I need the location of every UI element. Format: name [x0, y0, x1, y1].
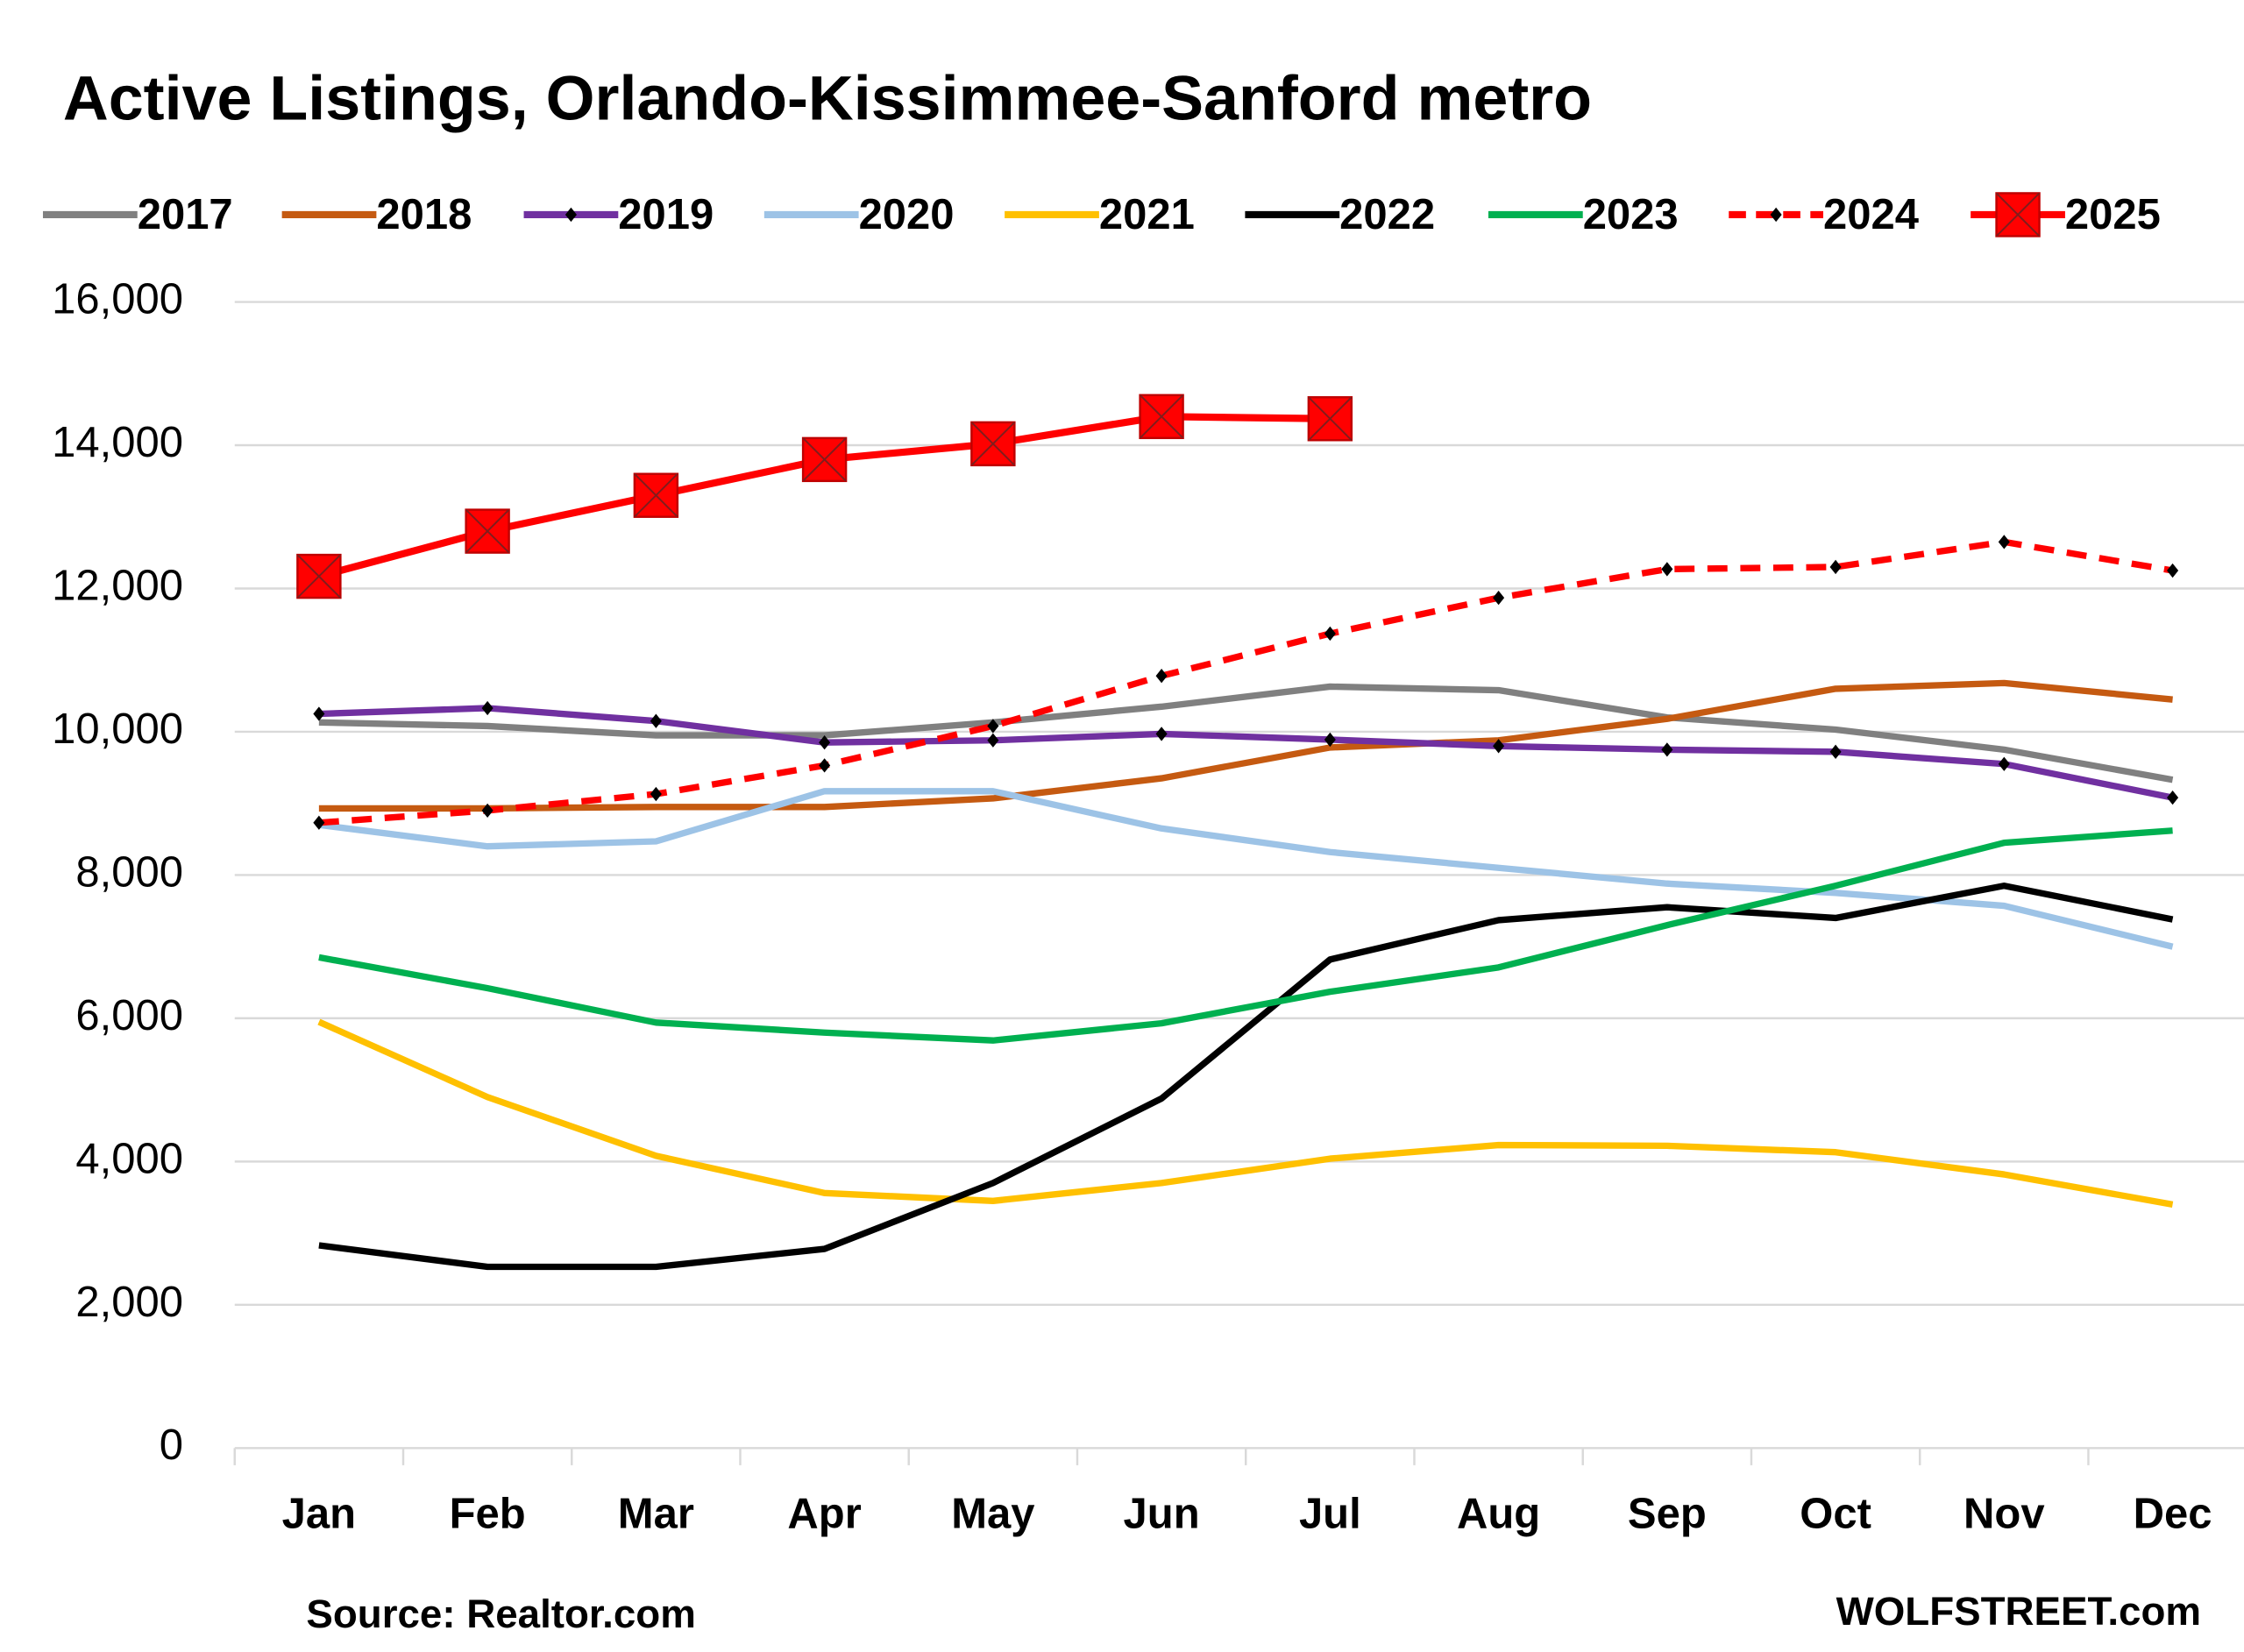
- legend-item: 2021: [1005, 191, 1195, 238]
- y-tick-label: 10,000: [52, 705, 183, 753]
- marker: [1155, 669, 1168, 684]
- legend-item: 2022: [1245, 191, 1435, 238]
- series: [317, 1018, 2174, 1209]
- x-tick-label: Apr: [787, 1491, 861, 1538]
- marker: [1829, 559, 1842, 575]
- series: [318, 679, 2173, 812]
- marker: [1998, 756, 2010, 771]
- y-tick-label: 2,000: [75, 1279, 183, 1326]
- legend-label: 2025: [2065, 191, 2161, 238]
- x-tick-label: Oct: [1800, 1491, 1871, 1538]
- legend-item: 2023: [1488, 191, 1679, 238]
- y-tick-label: 6,000: [75, 992, 183, 1039]
- legend-label: 2017: [138, 191, 233, 238]
- y-tick-label: 12,000: [52, 562, 183, 609]
- series: [318, 827, 2173, 1044]
- x-tick-label: Mar: [618, 1491, 694, 1538]
- legend-item: 2017: [42, 191, 233, 238]
- marker-x: [296, 554, 342, 599]
- marker: [481, 803, 494, 819]
- line: [318, 788, 2174, 950]
- y-tick-label: 0: [160, 1422, 183, 1469]
- marker-x: [802, 437, 847, 482]
- marker-x: [1139, 394, 1184, 439]
- legend-label: 2022: [1339, 191, 1435, 238]
- legend-item: 2019: [523, 191, 714, 238]
- line: [318, 679, 2173, 812]
- x-tick-label: Aug: [1457, 1491, 1540, 1538]
- marker: [1661, 562, 1673, 577]
- x-tick-label: Feb: [450, 1491, 526, 1538]
- marker: [1998, 535, 2010, 549]
- marker: [2167, 563, 2179, 578]
- legend-label: 2020: [859, 191, 955, 238]
- legend-item: 2024: [1729, 191, 1919, 238]
- marker-x: [634, 473, 678, 518]
- x-tick-label: Jul: [1299, 1491, 1361, 1538]
- y-tick-label: 14,000: [52, 419, 183, 466]
- marker: [1829, 744, 1842, 759]
- series: [318, 788, 2174, 950]
- credit: WOLFSTREET.com: [1836, 1589, 2201, 1634]
- line: [318, 538, 2174, 826]
- marker-x: [970, 422, 1016, 466]
- x-tick-label: May: [951, 1491, 1034, 1538]
- series: [318, 683, 2174, 783]
- legend-item: 2018: [281, 191, 472, 238]
- marker: [1493, 590, 1505, 606]
- line: [318, 827, 2173, 1044]
- x-tick-label: Dec: [2134, 1491, 2212, 1538]
- x-tick-label: Nov: [1964, 1491, 2045, 1538]
- series: [313, 700, 2179, 805]
- series: [318, 883, 2174, 1271]
- y-tick-label: 16,000: [52, 275, 183, 323]
- chart-title: Active Listings, Orlando-Kissimmee-Sanfo…: [63, 64, 1592, 134]
- source: Source: Realtor.com: [306, 1592, 695, 1636]
- y-tick-label: 8,000: [75, 848, 183, 896]
- marker: [650, 713, 662, 728]
- marker: [481, 700, 494, 716]
- marker: [1324, 626, 1336, 642]
- marker: [565, 207, 577, 223]
- legend-item: 2025: [1971, 191, 2161, 238]
- series: [313, 535, 2179, 830]
- line: [318, 705, 2174, 801]
- y-tick-label: 4,000: [75, 1135, 183, 1182]
- marker: [819, 735, 831, 750]
- marker: [1661, 742, 1673, 757]
- line: [318, 883, 2174, 1271]
- legend-label: 2019: [618, 191, 714, 238]
- x-tick-label: Sep: [1628, 1491, 1707, 1538]
- marker-x: [1308, 396, 1353, 441]
- legend-item: 2020: [763, 191, 955, 238]
- marker-x: [1995, 192, 2041, 238]
- marker: [313, 706, 325, 721]
- line: [318, 683, 2174, 783]
- marker: [1155, 727, 1168, 741]
- series: [296, 394, 1353, 599]
- legend-label: 2021: [1099, 191, 1195, 238]
- x-tick-label: Jun: [1124, 1491, 1200, 1538]
- x-tick-label: Jan: [282, 1491, 356, 1538]
- legend-label: 2018: [376, 191, 472, 238]
- marker: [650, 786, 662, 802]
- legend-label: 2024: [1823, 191, 1919, 238]
- marker: [2167, 790, 2179, 805]
- marker: [987, 719, 999, 734]
- marker-x: [465, 508, 510, 554]
- line: [317, 1018, 2174, 1209]
- legend-label: 2023: [1583, 191, 1679, 238]
- marker: [987, 733, 999, 748]
- marker: [313, 815, 325, 830]
- marker: [1770, 207, 1782, 223]
- marker: [819, 758, 831, 773]
- marker: [1493, 739, 1505, 754]
